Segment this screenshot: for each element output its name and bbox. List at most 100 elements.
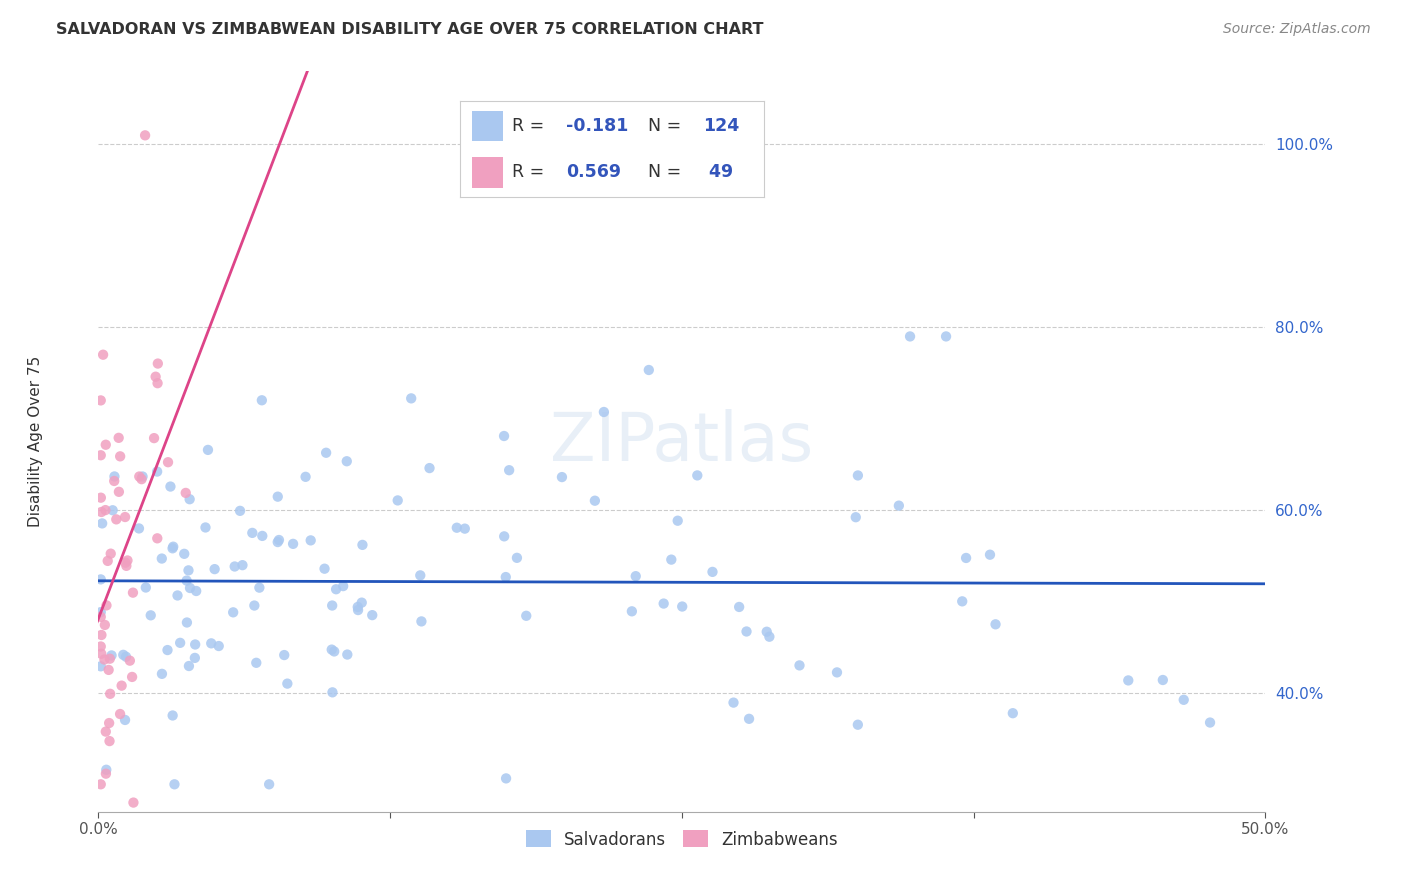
Point [122, 796, 145, 810]
Point [97, 663, 120, 677]
Point [197, 442, 219, 457]
Point [208, 639, 231, 653]
Point [229, 504, 252, 518]
Point [231, 558, 253, 573]
Point [131, 469, 153, 483]
Point [446, 521, 468, 535]
Point [321, 685, 343, 699]
Point [352, 538, 374, 552]
Point [495, 570, 517, 584]
Point [98, 651, 121, 665]
Point [267, 535, 290, 549]
Point [94, 438, 117, 452]
Point [179, 492, 201, 507]
Point [194, 520, 217, 534]
Point [332, 579, 354, 593]
Point [91, 348, 114, 362]
Point [90, 448, 112, 462]
Point [169, 636, 191, 650]
Point [984, 617, 1007, 632]
Point [257, 777, 280, 791]
Point [94, 618, 117, 632]
Point [177, 659, 200, 673]
Point [146, 465, 169, 479]
Point [411, 615, 433, 629]
Point [336, 454, 359, 468]
Point [103, 474, 125, 488]
Point [114, 556, 136, 570]
Point [583, 493, 606, 508]
Point [146, 531, 169, 545]
Point [245, 656, 267, 670]
Point [91, 516, 114, 531]
Point [846, 468, 869, 483]
Point [93, 652, 115, 666]
Point [315, 446, 337, 460]
Point [157, 455, 180, 469]
Point [845, 510, 868, 524]
Point [276, 676, 298, 690]
Point [90, 647, 112, 661]
Point [1173, 693, 1195, 707]
Point [128, 521, 150, 535]
Point [735, 624, 758, 639]
Point [955, 551, 977, 566]
Point [1152, 673, 1174, 687]
Point [118, 654, 141, 668]
Point [135, 581, 157, 595]
Legend: Salvadorans, Zimbabweans: Salvadorans, Zimbabweans [519, 823, 845, 855]
Point [551, 470, 574, 484]
Point [108, 484, 131, 499]
Point [495, 772, 517, 786]
Point [898, 329, 921, 343]
Point [94, 503, 117, 517]
Point [492, 429, 515, 443]
Point [114, 713, 136, 727]
Point [267, 533, 290, 547]
Point [139, 608, 162, 623]
Point [115, 649, 138, 664]
Point [108, 450, 131, 464]
Point [671, 599, 693, 614]
Point [399, 392, 422, 406]
Point [184, 638, 207, 652]
Point [107, 431, 129, 445]
Point [145, 369, 167, 384]
Point [97, 554, 120, 568]
Point [979, 548, 1001, 562]
Point [159, 479, 181, 493]
Point [506, 550, 529, 565]
Point [90, 393, 112, 408]
Point [108, 706, 131, 721]
Point [593, 405, 616, 419]
Point [101, 503, 124, 517]
Point [90, 610, 112, 624]
Point [177, 563, 200, 577]
Point [105, 512, 128, 526]
Y-axis label: Disability Age Over 75: Disability Age Over 75 [28, 356, 42, 527]
Point [314, 562, 336, 576]
Point [409, 568, 432, 582]
Point [325, 582, 347, 597]
Point [131, 472, 153, 486]
Text: SALVADORAN VS ZIMBABWEAN DISABILITY AGE OVER 75 CORRELATION CHART: SALVADORAN VS ZIMBABWEAN DISABILITY AGE … [56, 22, 763, 37]
Point [738, 712, 761, 726]
Point [361, 608, 384, 623]
Point [336, 648, 359, 662]
Point [166, 589, 188, 603]
Point [112, 648, 135, 662]
Point [252, 529, 274, 543]
Point [90, 491, 112, 505]
Point [174, 486, 197, 500]
Point [90, 777, 112, 791]
Point [273, 648, 295, 662]
Point [620, 604, 643, 618]
Point [825, 665, 848, 680]
Point [723, 696, 745, 710]
Point [90, 573, 112, 587]
Point [128, 469, 150, 483]
Point [494, 529, 516, 543]
Point [758, 630, 780, 644]
Point [122, 585, 145, 599]
Point [789, 658, 811, 673]
